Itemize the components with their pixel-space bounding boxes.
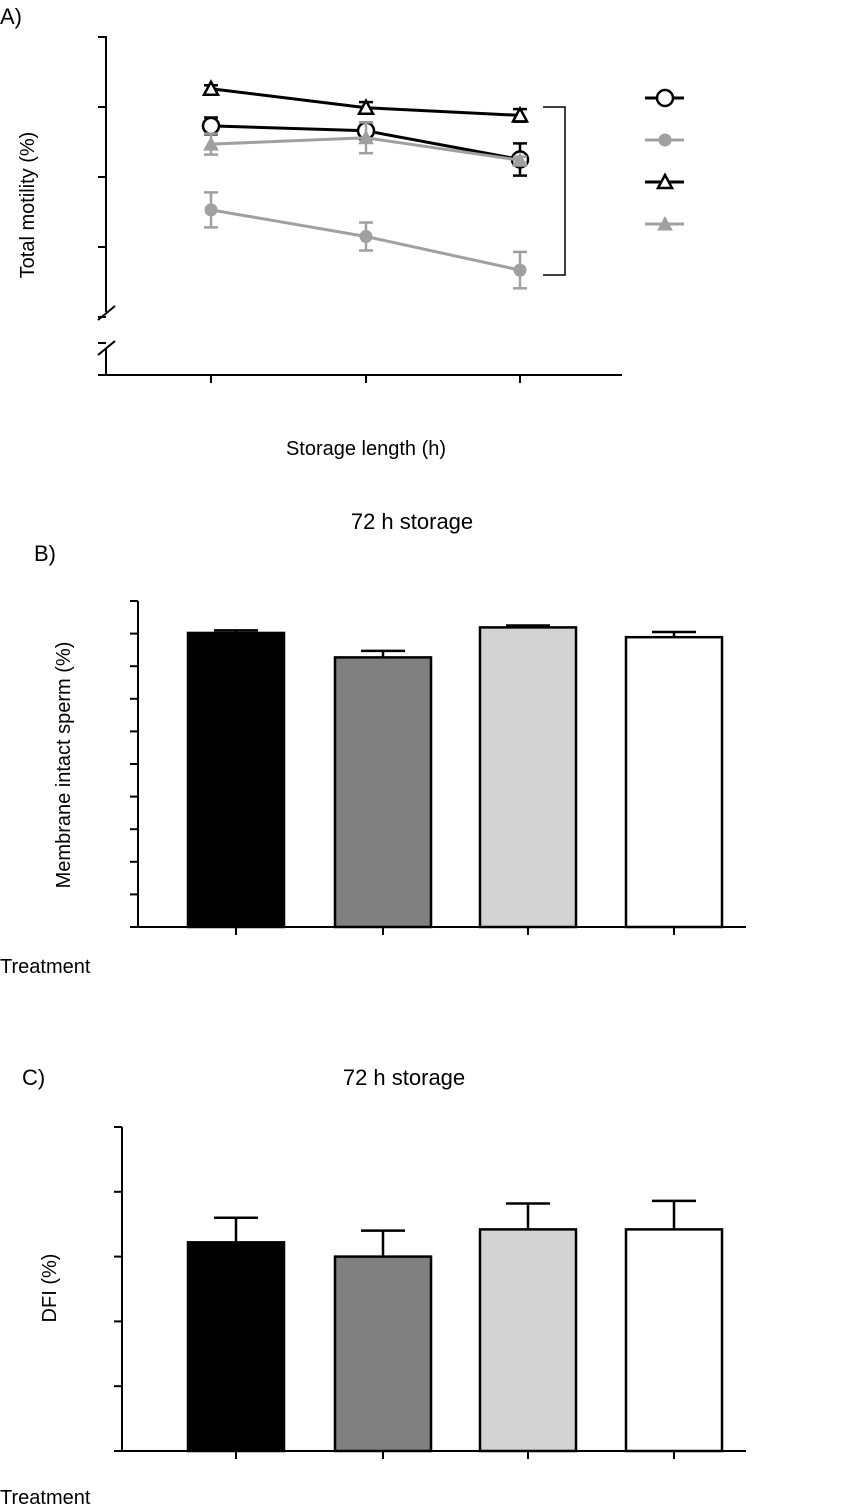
panel-a-data-point xyxy=(510,105,530,123)
panel-a-series-3 xyxy=(203,121,528,167)
panel-a-series-1 xyxy=(204,191,527,290)
panel-a-legend-marker xyxy=(658,133,672,147)
panel-a-data-point xyxy=(356,98,376,115)
panel-a-x-axis-label: Storage length (h) xyxy=(286,438,446,460)
panel-a-line-chart: A) Total motility (%) Storage length (h) xyxy=(0,4,684,460)
panel-a-data-point xyxy=(359,230,373,243)
panel-c-y-axis-label: DFI (%) xyxy=(39,1254,61,1323)
panel-b-bar xyxy=(333,656,433,929)
panel-a-data-point xyxy=(513,263,527,277)
panel-b-label: B) xyxy=(34,541,56,566)
panel-b-bar xyxy=(624,635,724,929)
panel-a-data-point xyxy=(201,116,221,136)
panel-c-x-axis-label: Treatment xyxy=(0,1487,91,1508)
panel-a-legend-marker xyxy=(655,88,675,108)
panel-c-bar xyxy=(624,1228,724,1453)
panel-c-title: 72 h storage xyxy=(343,1065,465,1090)
panel-b-bar xyxy=(478,626,578,929)
panel-c-bar xyxy=(186,1241,286,1453)
panel-a-axis-break-mark xyxy=(97,340,116,356)
panel-b-title: 72 h storage xyxy=(351,509,473,534)
panel-a-bracket xyxy=(543,106,566,276)
panel-c-label: C) xyxy=(22,1065,45,1090)
panel-a-legend-item xyxy=(645,215,684,231)
panel-a-data-point xyxy=(203,136,219,151)
panel-b-bar-chart: 72 h storage B) Membrane intact sperm (%… xyxy=(0,509,746,978)
panel-b-bar xyxy=(186,631,286,929)
panel-b-y-axis-label: Membrane intact sperm (%) xyxy=(53,642,75,889)
panel-a-label: A) xyxy=(0,4,22,29)
panel-c-bar-chart: C) 72 h storage DFI (%) Treatment xyxy=(0,1065,746,1508)
panel-a-legend-item xyxy=(645,88,684,108)
panel-a-legend-marker xyxy=(655,172,675,190)
panel-a-legend-item xyxy=(645,133,684,147)
panel-a-data-point xyxy=(358,129,374,145)
panel-a-legend-marker xyxy=(657,215,673,231)
panel-a-data-point xyxy=(512,152,528,167)
panel-a-data-point xyxy=(204,203,218,217)
panel-c-bar xyxy=(333,1255,433,1453)
panel-a-y-axis-label: Total motility (%) xyxy=(17,132,39,279)
panel-a-legend-item xyxy=(645,172,684,190)
panel-b-x-axis-label: Treatment xyxy=(0,956,91,978)
panel-a-data-point xyxy=(201,79,221,97)
panel-a-series-2 xyxy=(201,79,530,123)
panel-c-bar xyxy=(478,1228,578,1453)
